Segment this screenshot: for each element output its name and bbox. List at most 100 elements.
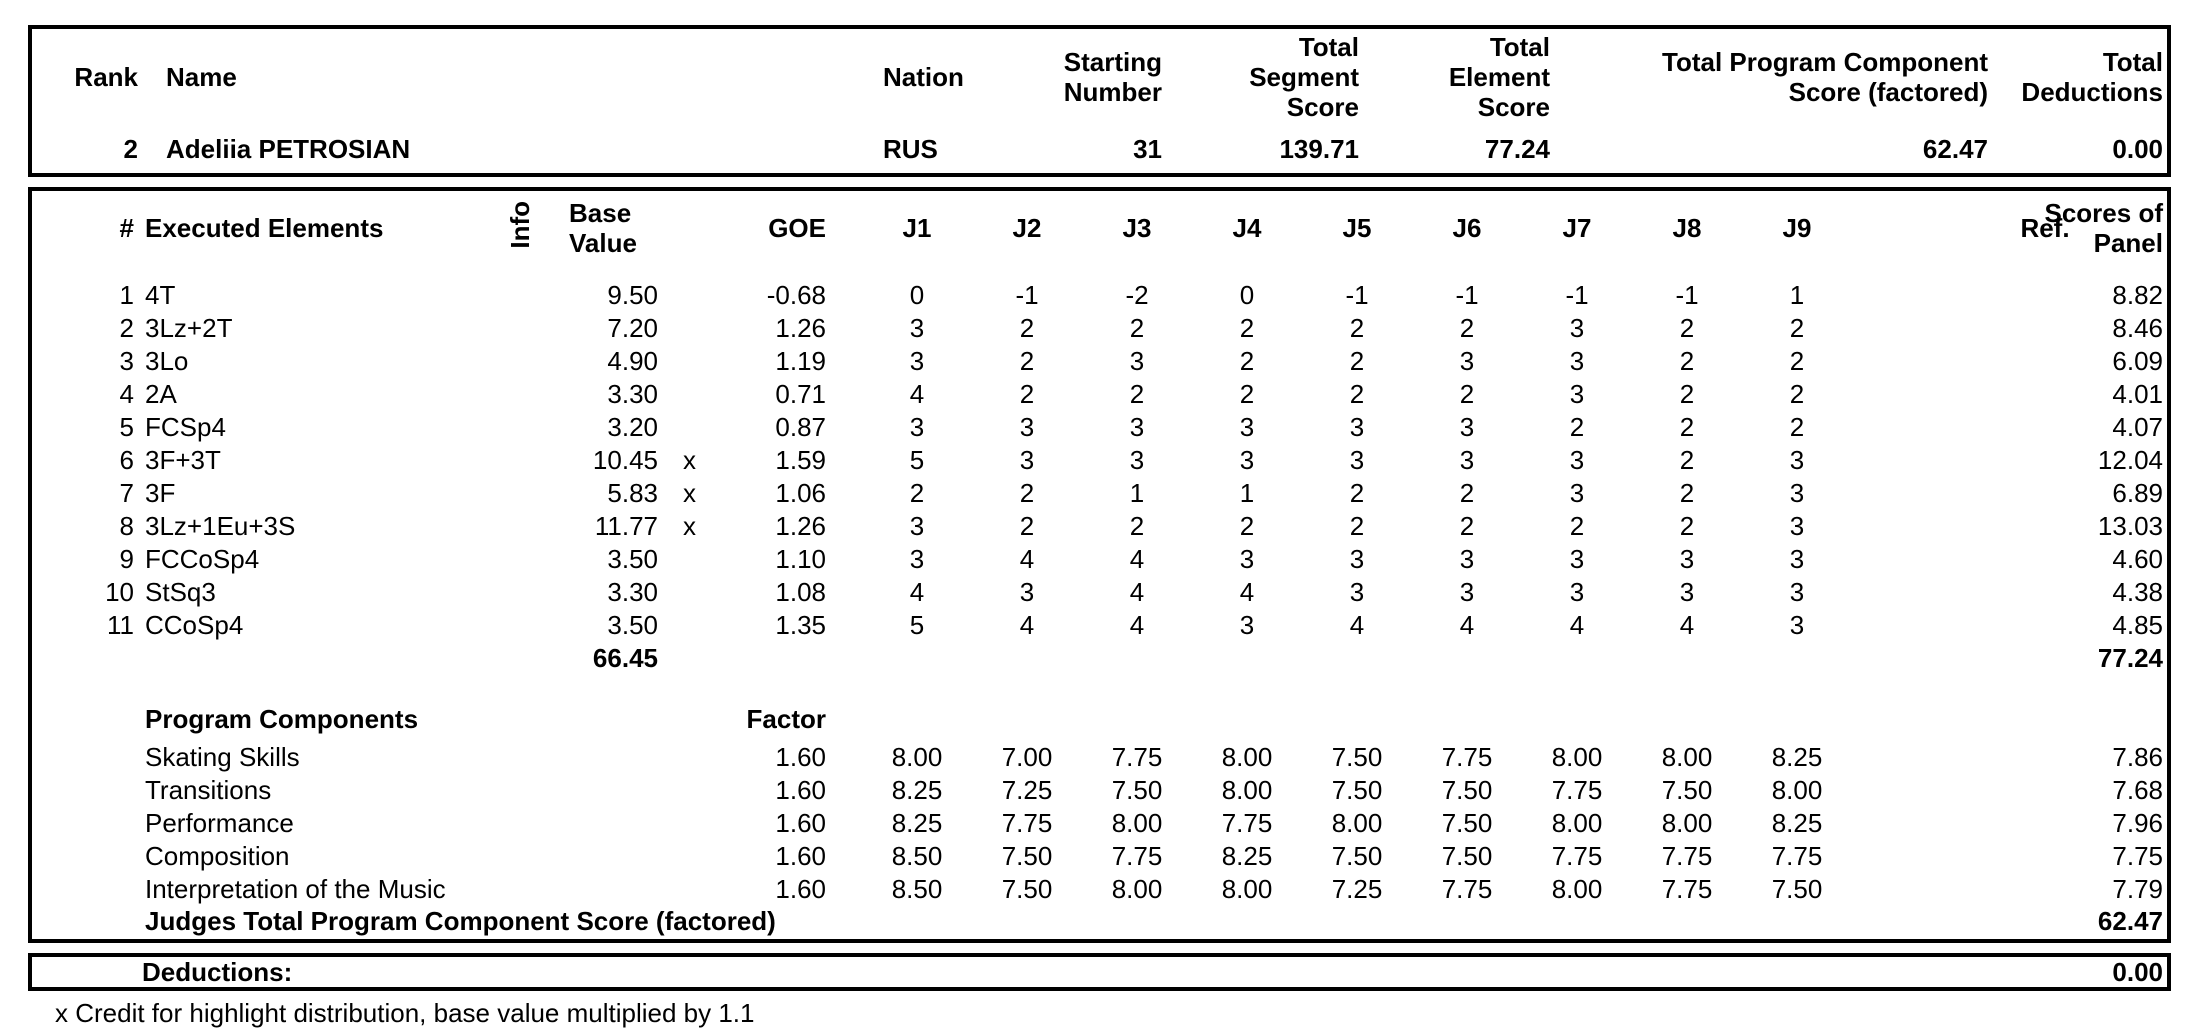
element-row: 7 3F 5.83 x 1.06 2 2 1 1 2 2 3 2	[32, 477, 2167, 510]
row-spacer	[1852, 609, 2000, 642]
judge-score-j2: 7.50	[1001, 874, 1053, 904]
program-components-title: Program Components	[145, 703, 419, 734]
judge-score-j2: 3	[1019, 577, 1035, 607]
judge-score-j3: 7.75	[1111, 841, 1163, 871]
element-info	[492, 411, 547, 444]
element-row: 1 4T 9.50 -0.68 0 -1 -2 0 -1 -1 -1 -1	[32, 279, 2167, 312]
judge-score-j9: 2	[1789, 379, 1805, 409]
judge-score-j7: 3	[1569, 577, 1585, 607]
row-spacer	[32, 774, 142, 807]
judge-score-j5: 2	[1349, 511, 1365, 541]
judge-score-j2: 4	[1019, 544, 1035, 574]
component-panel-score: 7.68	[2112, 775, 2163, 805]
judge-score-j7: 8.00	[1551, 874, 1603, 904]
component-ref	[2000, 774, 2090, 807]
element-number: 6	[119, 445, 134, 475]
judges-total-value: 62.47	[2097, 906, 2163, 936]
row-spacer	[1852, 576, 2000, 609]
element-credit-x: x	[683, 478, 696, 508]
judge-score-j9: 7.50	[1771, 874, 1823, 904]
factor-label: Factor	[746, 703, 826, 734]
row-spacer	[1852, 444, 2000, 477]
element-base-value: 9.50	[607, 280, 658, 310]
judge-score-j8: 8.00	[1661, 742, 1713, 772]
judge-score-j3: 1	[1129, 478, 1145, 508]
col-header-goe: GOE	[768, 212, 826, 243]
element-base-value: 5.83	[607, 478, 658, 508]
judge-score-j3: 2	[1129, 379, 1145, 409]
judge-score-j6: 7.50	[1441, 841, 1493, 871]
spacer-row	[32, 675, 2167, 697]
judge-score-j4: 0	[1239, 280, 1255, 310]
element-name: 2A	[145, 379, 177, 409]
col-header-executed-elements: Executed Elements	[145, 212, 384, 243]
element-ref	[2000, 345, 2090, 378]
judge-score-j8: 2	[1679, 511, 1695, 541]
element-info	[492, 510, 547, 543]
judge-score-j2: 4	[1019, 610, 1035, 640]
judge-score-j5: 7.50	[1331, 742, 1383, 772]
element-credit-x: x	[683, 511, 696, 541]
element-goe: 0.71	[775, 379, 826, 409]
element-name: 3F	[145, 478, 176, 508]
judge-score-j5: 7.50	[1331, 841, 1383, 871]
col-header-j3: J3	[1122, 212, 1152, 243]
judge-score-j7: 3	[1569, 379, 1585, 409]
element-info	[492, 378, 547, 411]
skater-total-deductions: 0.00	[2112, 134, 2163, 164]
judge-score-j6: 3	[1459, 445, 1475, 475]
judge-score-j3: 7.75	[1111, 742, 1163, 772]
row-spacer	[1852, 741, 2000, 774]
deductions-label: Deductions:	[142, 956, 293, 987]
info-vertical-label: Info	[504, 200, 535, 249]
component-name: Interpretation of the Music	[145, 874, 446, 904]
element-number: 10	[105, 577, 134, 607]
judge-score-j1: 3	[909, 313, 925, 343]
program-components-rows: Skating Skills 1.60 8.00 7.00 7.75 8.00 …	[32, 741, 2167, 906]
judge-score-j5: 2	[1349, 346, 1365, 376]
judge-score-j1: 3	[909, 544, 925, 574]
judge-score-j2: -1	[1015, 280, 1039, 310]
judge-score-j6: 3	[1459, 577, 1475, 607]
judge-score-j7: 8.00	[1551, 808, 1603, 838]
judge-score-j5: 3	[1349, 577, 1365, 607]
skater-name: Adeliia PETROSIAN	[166, 134, 411, 164]
element-goe: 1.06	[775, 478, 826, 508]
judge-score-j6: 3	[1459, 346, 1475, 376]
element-name: 3F+3T	[145, 445, 221, 475]
row-spacer	[1852, 774, 2000, 807]
judge-score-j9: 8.00	[1771, 775, 1823, 805]
judge-score-j1: 8.25	[891, 808, 943, 838]
element-credit-x	[662, 543, 717, 576]
judge-score-j2: 2	[1019, 313, 1035, 343]
element-panel-score: 4.38	[2112, 577, 2163, 607]
judge-score-j7: 4	[1569, 610, 1585, 640]
col-header-j5: J5	[1342, 212, 1372, 243]
element-panel-score: 6.09	[2112, 346, 2163, 376]
judge-score-j3: -2	[1125, 280, 1149, 310]
judge-score-j5: 2	[1349, 379, 1365, 409]
judge-score-j5: 3	[1349, 544, 1365, 574]
judge-score-j8: 3	[1679, 544, 1695, 574]
judge-score-j9: 3	[1789, 610, 1805, 640]
element-row: 11 CCoSp4 3.50 1.35 5 4 4 3 4 4 4 4	[32, 609, 2167, 642]
judges-details-box: # Executed Elements Info Base Value GOE …	[28, 187, 2171, 943]
element-info	[492, 609, 547, 642]
component-factor: 1.60	[775, 874, 826, 904]
element-info	[492, 312, 547, 345]
judge-score-j6: 2	[1459, 511, 1475, 541]
judge-score-j6: 7.75	[1441, 874, 1493, 904]
judge-score-j1: 3	[909, 346, 925, 376]
judge-score-j7: 2	[1569, 511, 1585, 541]
row-spacer	[1852, 312, 2000, 345]
col-header-total-deductions: Total Deductions	[2021, 47, 2163, 107]
deductions-box: Deductions: 0.00	[28, 953, 2171, 991]
elements-header-row: # Executed Elements Info Base Value GOE …	[32, 191, 2167, 265]
component-ref	[2000, 873, 2090, 906]
judge-score-j4: 8.00	[1221, 874, 1273, 904]
judge-score-j1: 5	[909, 610, 925, 640]
element-goe: 1.26	[775, 313, 826, 343]
result-summary-table: Rank Name Nation Starting Number Total S…	[32, 29, 2167, 173]
judge-score-j9: 3	[1789, 478, 1805, 508]
row-spacer	[1852, 378, 2000, 411]
